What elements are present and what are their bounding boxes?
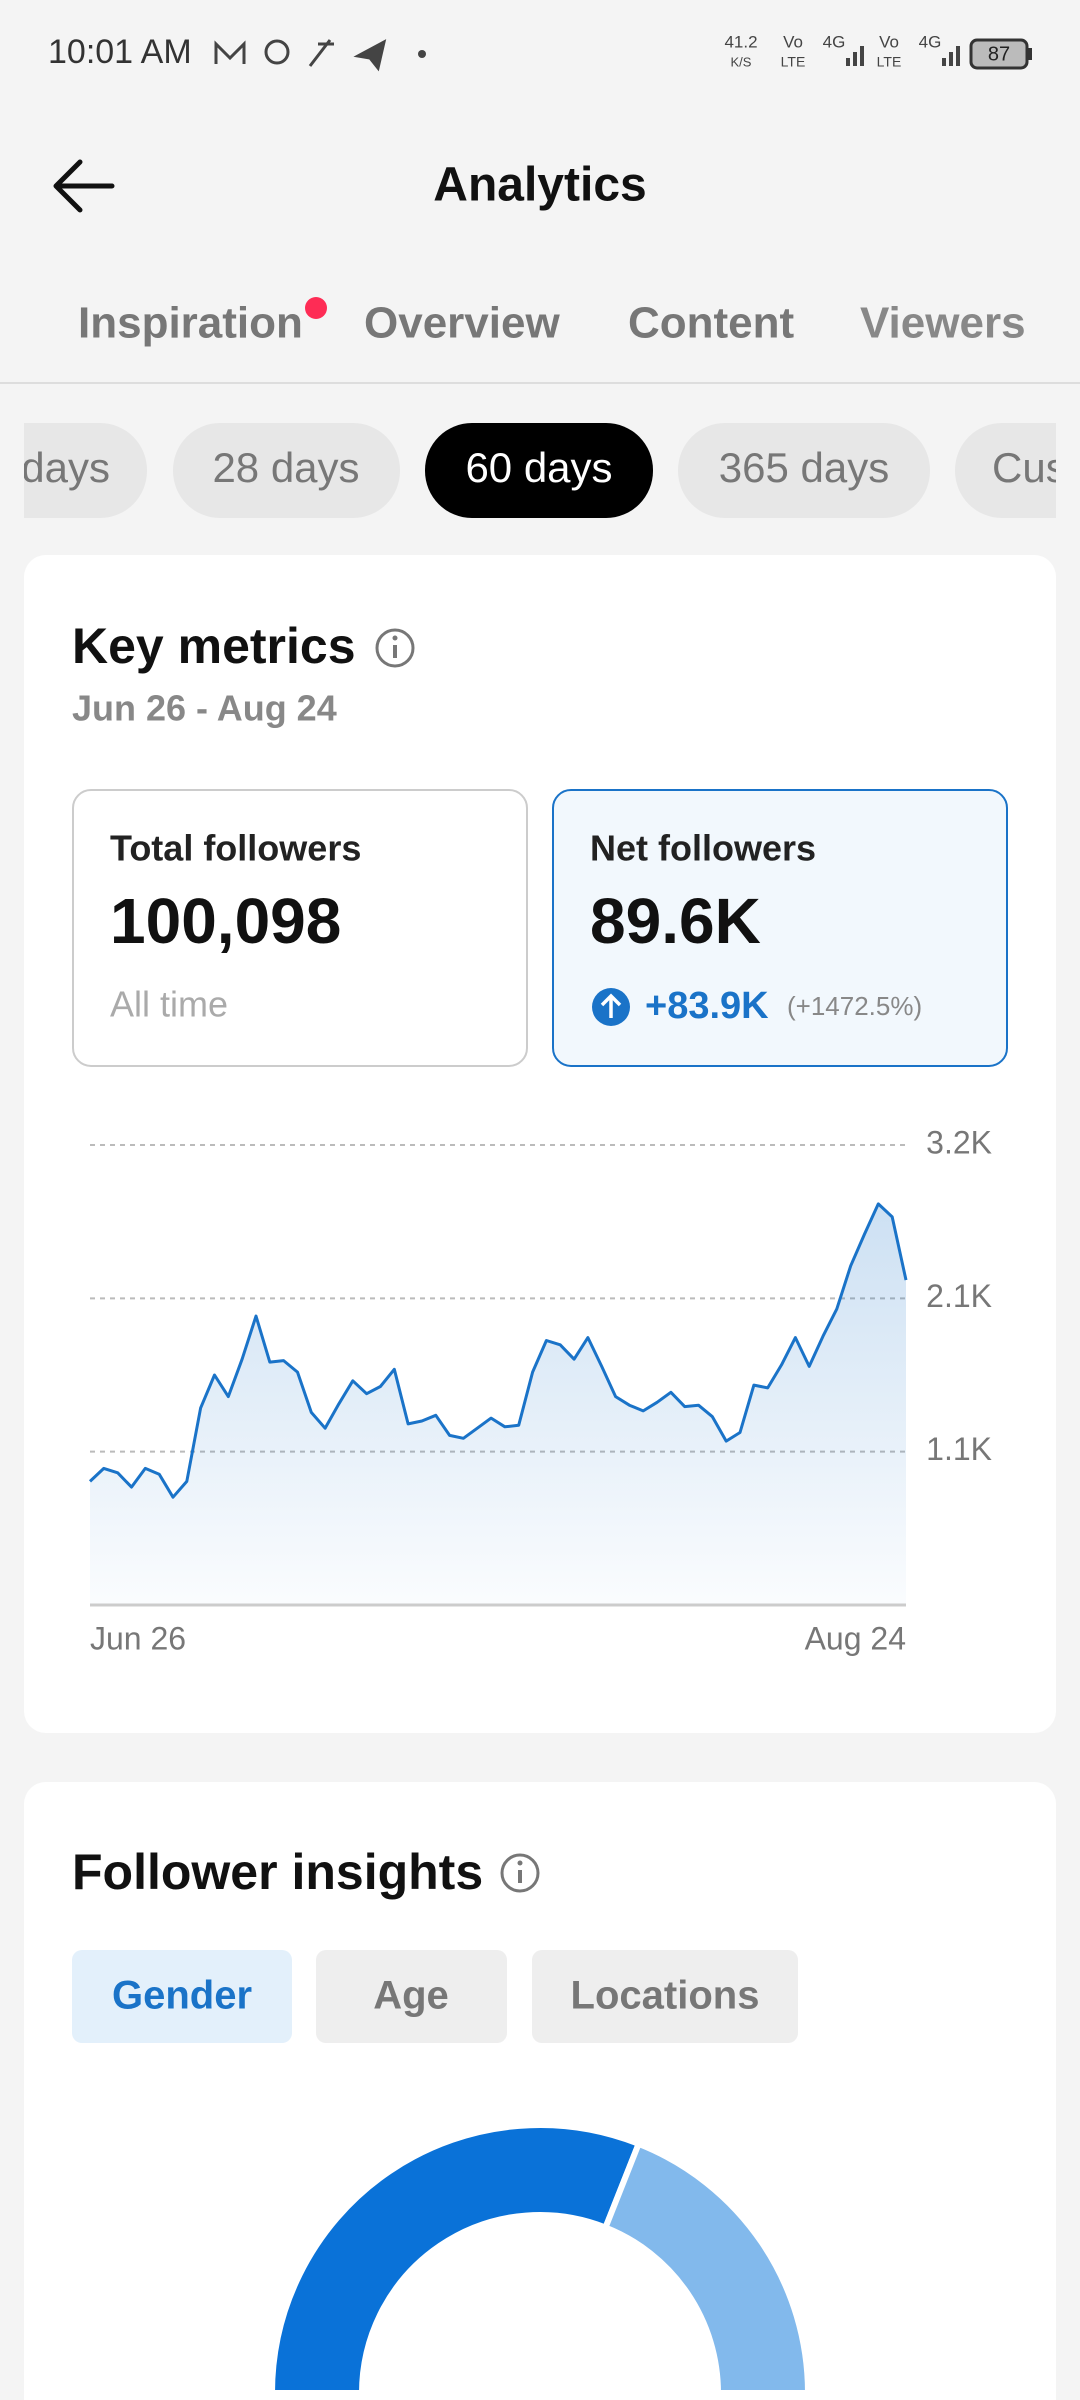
insight-tab-label: Age (373, 1974, 449, 2018)
metric-card[interactable] (72, 789, 528, 1067)
range-chip[interactable] (678, 423, 930, 518)
range-chip-selected[interactable] (425, 423, 653, 518)
tab[interactable]: Inspiration (78, 299, 303, 348)
tab[interactable]: Viewers (860, 299, 1026, 348)
metric-sub: All time (110, 984, 228, 1025)
metric-change-pct: (+1472.5%) (787, 991, 922, 1021)
metric-value: 89.6K (590, 885, 761, 957)
metric-value: 100,098 (110, 885, 341, 957)
status-net: Vo (879, 32, 899, 51)
status-icons (214, 39, 426, 72)
range-chip[interactable] (955, 423, 1080, 518)
followers-chart: 1.1K 2.1K 3.2K Jun 26 Aug 24 (88, 1124, 992, 1656)
insight-tab[interactable] (532, 1950, 798, 2043)
page-title: Analytics (433, 159, 646, 212)
info-icon[interactable] (375, 628, 415, 668)
status-speed: 41.2 (724, 32, 757, 51)
insight-tab-selected[interactable] (72, 1950, 292, 2043)
back-button[interactable] (53, 159, 115, 213)
notification-dot (305, 297, 327, 319)
date-range: Jun 26 - Aug 24 (72, 688, 337, 729)
status-net: Vo (783, 32, 803, 51)
insight-tab[interactable] (316, 1950, 507, 2043)
status-net: 4G (823, 32, 846, 51)
battery-tip (1028, 48, 1032, 60)
x-tick-label: Aug 24 (805, 1620, 906, 1656)
range-label: Cus (992, 444, 1067, 491)
battery (969, 38, 1029, 70)
section-title: Follower insights (72, 1844, 483, 1900)
range-chip[interactable] (173, 423, 400, 518)
status-net: 4G (919, 32, 942, 51)
donut-slice (268, 2122, 643, 2396)
metric-label: Total followers (110, 828, 361, 869)
status-net: LTE (877, 54, 902, 70)
range-chip[interactable] (0, 423, 147, 518)
insights-card (24, 1782, 1056, 2400)
up-icon (592, 988, 630, 1026)
x-tick-label: Jun 26 (90, 1620, 186, 1656)
tab[interactable]: Content (628, 299, 795, 348)
status-net: LTE (781, 54, 806, 70)
range-label: 28 days (212, 444, 359, 491)
tab[interactable]: Overview (364, 299, 560, 348)
line (88, 1202, 908, 1499)
tab-divider (0, 382, 1080, 384)
status-time: 10:01 AM (48, 33, 192, 71)
metric-label: Net followers (590, 828, 816, 869)
metric-change: +83.9K (645, 985, 769, 1027)
info-icon[interactable] (500, 1853, 540, 1893)
y-tick-label: 3.2K (926, 1124, 992, 1160)
y-tick-label: 1.1K (926, 1431, 992, 1467)
area-fill (90, 1203, 906, 1605)
range-label: 365 days (719, 444, 889, 491)
battery-level: 87 (988, 43, 1010, 65)
status-speed-unit: K/S (731, 54, 752, 69)
insight-tab-label: Locations (571, 1974, 760, 2018)
range-label: days (21, 444, 110, 491)
metric-card-selected[interactable] (552, 789, 1008, 1067)
range-label: 60 days (465, 444, 612, 491)
donut-slice (601, 2139, 812, 2396)
signal-bars (846, 46, 960, 66)
gender-chart (268, 2122, 812, 2396)
section-title: Key metrics (72, 618, 356, 674)
y-tick-label: 2.1K (926, 1278, 992, 1314)
insight-tab-label: Gender (112, 1974, 252, 2018)
